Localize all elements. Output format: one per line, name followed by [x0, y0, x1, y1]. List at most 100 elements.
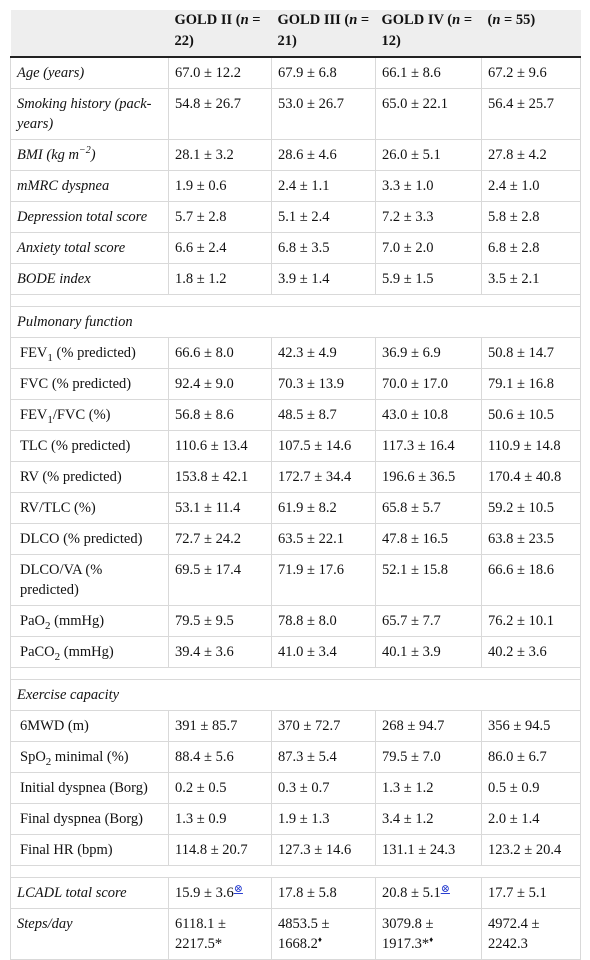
cell-gold-iv: 7.2 ± 3.3: [375, 201, 482, 233]
table-row: Age (years) 67.0 ± 12.2 67.9 ± 6.8 66.1 …: [10, 56, 581, 89]
spacer-row: [10, 667, 581, 680]
row-label: DLCO/VA (% predicted): [10, 554, 169, 606]
cell-total: 27.8 ± 4.2: [481, 139, 581, 171]
cell-total: 67.2 ± 9.6: [481, 56, 581, 89]
row-label: Steps/day: [10, 908, 169, 960]
cell-gold-iii: 17.8 ± 5.8: [271, 877, 376, 909]
cell-gold-iii: 5.1 ± 2.4: [271, 201, 376, 233]
cell-gold-ii: 391 ± 85.7: [168, 710, 272, 742]
row-label: FEV1/FVC (%): [10, 399, 169, 431]
row-label: TLC (% predicted): [10, 430, 169, 462]
cell-gold-iv: 3.3 ± 1.0: [375, 170, 482, 202]
header-blank: [10, 10, 169, 58]
results-table-container: GOLD II (n = 22) GOLD III (n = 21) GOLD …: [10, 10, 581, 960]
table-row: RV/TLC (%) 53.1 ± 11.4 61.9 ± 8.2 65.8 ±…: [10, 492, 581, 524]
table-header-row: GOLD II (n = 22) GOLD III (n = 21) GOLD …: [10, 10, 581, 58]
table-row: FEV1/FVC (%) 56.8 ± 8.6 48.5 ± 8.7 43.0 …: [10, 399, 581, 431]
cell-gold-ii: 79.5 ± 9.5: [168, 605, 272, 637]
cell-gold-iii: 2.4 ± 1.1: [271, 170, 376, 202]
cell-total: 56.4 ± 25.7: [481, 88, 581, 140]
cell-gold-ii: 1.3 ± 0.9: [168, 803, 272, 835]
cell-total: 2.0 ± 1.4: [481, 803, 581, 835]
row-label: RV/TLC (%): [10, 492, 169, 524]
cell-gold-iv: 70.0 ± 17.0: [375, 368, 482, 400]
cell-gold-ii: 110.6 ± 13.4: [168, 430, 272, 462]
header-total: (n = 55): [481, 10, 581, 58]
cell-gold-iii: 41.0 ± 3.4: [271, 636, 376, 668]
cell-gold-iv: 7.0 ± 2.0: [375, 232, 482, 264]
cell-gold-iv: 26.0 ± 5.1: [375, 139, 482, 171]
cell-gold-iv: 1.3 ± 1.2: [375, 772, 482, 804]
row-label: Anxiety total score: [10, 232, 169, 264]
cell-gold-ii: 153.8 ± 42.1: [168, 461, 272, 493]
table-row: mMRC dyspnea 1.9 ± 0.6 2.4 ± 1.1 3.3 ± 1…: [10, 170, 581, 202]
cell-total: 76.2 ± 10.1: [481, 605, 581, 637]
row-label: FEV1 (% predicted): [10, 337, 169, 369]
row-label: BODE index: [10, 263, 169, 295]
cell-gold-ii: 6118.1 ± 2217.5*: [168, 908, 272, 960]
cell-gold-iii: 107.5 ± 14.6: [271, 430, 376, 462]
cell-gold-iv: 79.5 ± 7.0: [375, 741, 482, 773]
cell-total: 356 ± 94.5: [481, 710, 581, 742]
cell-gold-iii: 3.9 ± 1.4: [271, 263, 376, 295]
table-row: Anxiety total score 6.6 ± 2.4 6.8 ± 3.5 …: [10, 232, 581, 264]
table-row: Steps/day 6118.1 ± 2217.5* 4853.5 ± 1668…: [10, 908, 581, 960]
table-row: Depression total score 5.7 ± 2.8 5.1 ± 2…: [10, 201, 581, 233]
cell-total: 2.4 ± 1.0: [481, 170, 581, 202]
row-label: LCADL total score: [10, 877, 169, 909]
table-row: Smoking history (pack-years) 54.8 ± 26.7…: [10, 88, 581, 140]
header-gold-ii: GOLD II (n = 22): [168, 10, 272, 58]
cell-gold-iv: 47.8 ± 16.5: [375, 523, 482, 555]
cell-gold-iii: 127.3 ± 14.6: [271, 834, 376, 866]
diamond-icon: ♦: [429, 935, 434, 944]
table-row: Final dyspnea (Borg) 1.3 ± 0.9 1.9 ± 1.3…: [10, 803, 581, 835]
cell-gold-iii: 172.7 ± 34.4: [271, 461, 376, 493]
cell-gold-ii: 28.1 ± 3.2: [168, 139, 272, 171]
cell-total: 79.1 ± 16.8: [481, 368, 581, 400]
cell-gold-iii: 87.3 ± 5.4: [271, 741, 376, 773]
table-row: TLC (% predicted) 110.6 ± 13.4 107.5 ± 1…: [10, 430, 581, 462]
cell-gold-ii: 1.9 ± 0.6: [168, 170, 272, 202]
cell-gold-iii: 28.6 ± 4.6: [271, 139, 376, 171]
cell-gold-iii: 71.9 ± 17.6: [271, 554, 376, 606]
cell-gold-iv: 20.8 ± 5.1⊗: [375, 877, 482, 909]
table-row: SpO2 minimal (%) 88.4 ± 5.6 87.3 ± 5.4 7…: [10, 741, 581, 773]
cell-total: 50.6 ± 10.5: [481, 399, 581, 431]
table-row: DLCO/VA (% predicted) 69.5 ± 17.4 71.9 ±…: [10, 554, 581, 606]
cell-gold-iii: 48.5 ± 8.7: [271, 399, 376, 431]
cell-gold-ii: 6.6 ± 2.4: [168, 232, 272, 264]
cell-total: 123.2 ± 20.4: [481, 834, 581, 866]
cell-gold-iv: 196.6 ± 36.5: [375, 461, 482, 493]
footnote-link-icon[interactable]: ⊗: [440, 883, 450, 895]
row-label: FVC (% predicted): [10, 368, 169, 400]
cell-gold-iii: 53.0 ± 26.7: [271, 88, 376, 140]
cell-gold-ii: 1.8 ± 1.2: [168, 263, 272, 295]
cell-gold-iii: 6.8 ± 3.5: [271, 232, 376, 264]
cell-gold-iii: 1.9 ± 1.3: [271, 803, 376, 835]
row-label: Final dyspnea (Borg): [10, 803, 169, 835]
cell-total: 170.4 ± 40.8: [481, 461, 581, 493]
cell-gold-iv: 117.3 ± 16.4: [375, 430, 482, 462]
table-row: PaCO2 (mmHg) 39.4 ± 3.6 41.0 ± 3.4 40.1 …: [10, 636, 581, 668]
cell-gold-ii: 39.4 ± 3.6: [168, 636, 272, 668]
cell-gold-ii: 0.2 ± 0.5: [168, 772, 272, 804]
cell-gold-iii: 42.3 ± 4.9: [271, 337, 376, 369]
table-row: Final HR (bpm) 114.8 ± 20.7 127.3 ± 14.6…: [10, 834, 581, 866]
table-row: LCADL total score 15.9 ± 3.6⊗ 17.8 ± 5.8…: [10, 877, 581, 909]
cell-total: 5.8 ± 2.8: [481, 201, 581, 233]
section-heading: Pulmonary function: [10, 306, 581, 338]
cell-gold-iv: 268 ± 94.7: [375, 710, 482, 742]
cell-gold-iv: 43.0 ± 10.8: [375, 399, 482, 431]
footnote-link-icon[interactable]: ⊗: [233, 883, 243, 895]
cell-gold-iii: 63.5 ± 22.1: [271, 523, 376, 555]
row-label: RV (% predicted): [10, 461, 169, 493]
section-row: Exercise capacity: [10, 679, 581, 711]
cell-gold-ii: 88.4 ± 5.6: [168, 741, 272, 773]
cell-total: 66.6 ± 18.6: [481, 554, 581, 606]
cell-gold-ii: 53.1 ± 11.4: [168, 492, 272, 524]
table-row: FVC (% predicted) 92.4 ± 9.0 70.3 ± 13.9…: [10, 368, 581, 400]
table-row: FEV1 (% predicted) 66.6 ± 8.0 42.3 ± 4.9…: [10, 337, 581, 369]
cell-gold-ii: 69.5 ± 17.4: [168, 554, 272, 606]
cell-gold-iv: 3.4 ± 1.2: [375, 803, 482, 835]
cell-total: 40.2 ± 3.6: [481, 636, 581, 668]
